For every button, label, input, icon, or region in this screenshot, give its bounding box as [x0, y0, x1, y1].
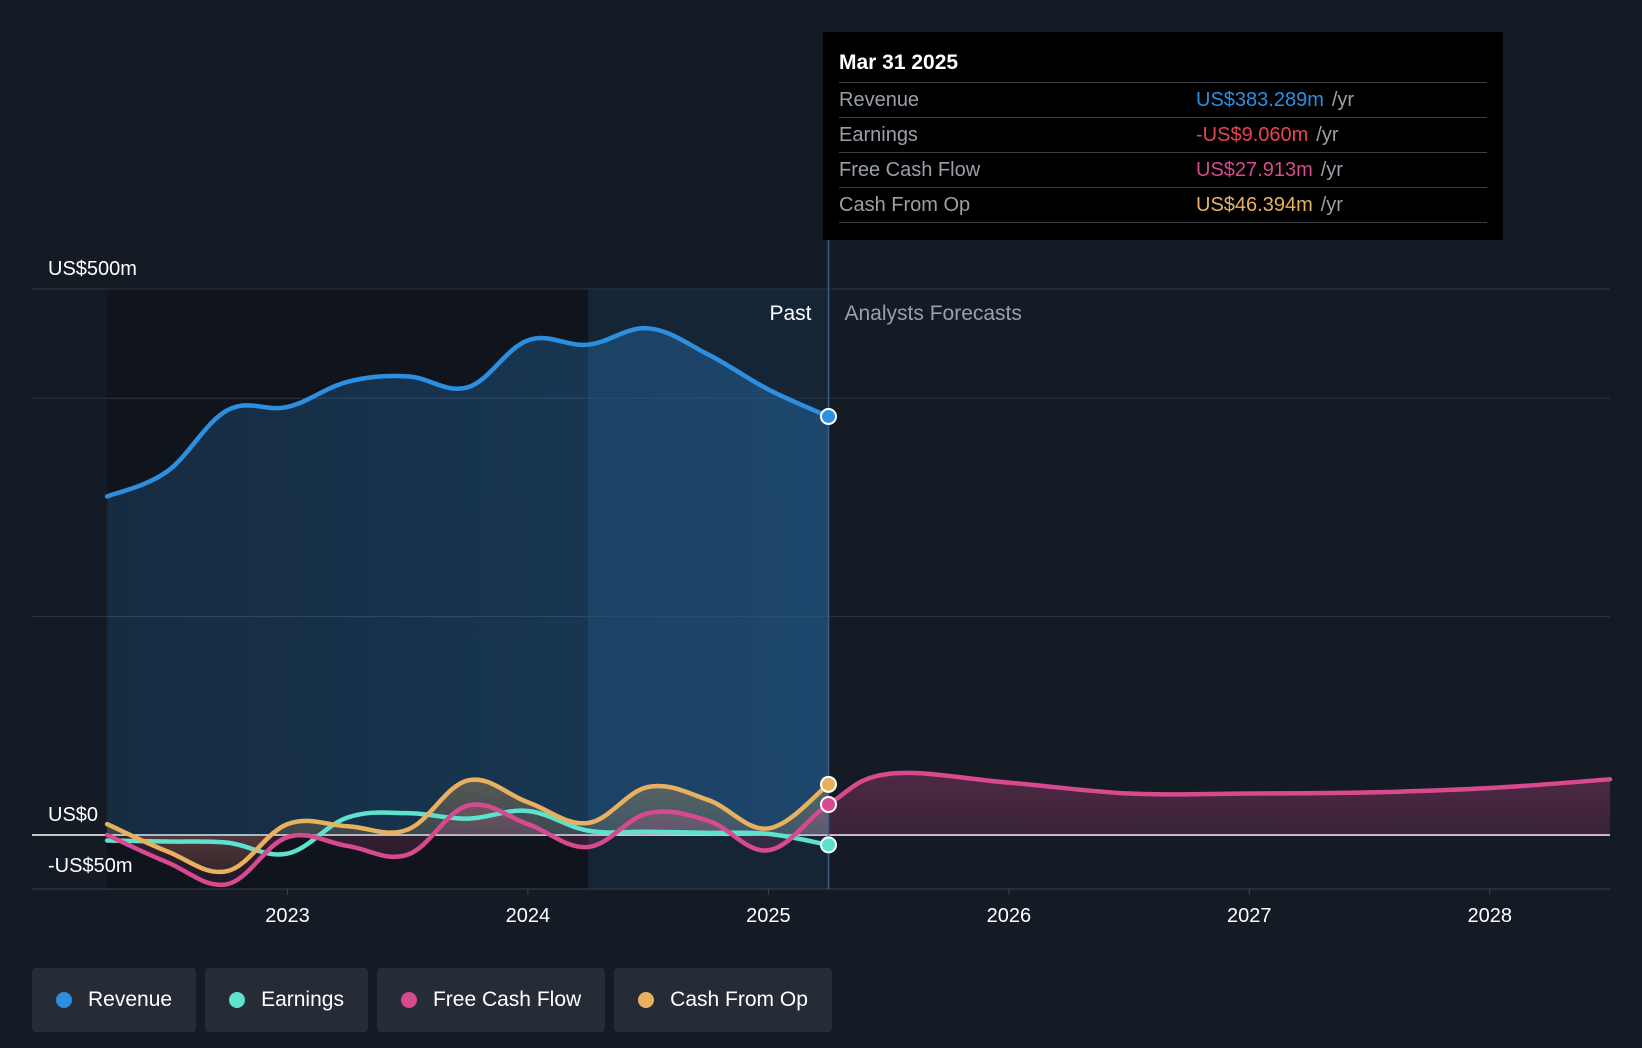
cash-from-op-area — [107, 779, 829, 872]
hover-markers — [820, 407, 837, 854]
tooltip-label: Earnings — [839, 124, 918, 146]
tooltip-date: Mar 31 2025 — [839, 51, 959, 74]
earnings-marker — [820, 836, 837, 854]
legend-label: Cash From Op — [670, 988, 808, 1011]
tooltip-unit: /yr — [1320, 194, 1343, 216]
tooltip-unit: /yr — [1316, 124, 1339, 146]
forecast-label: Analysts Forecasts — [845, 302, 1022, 325]
tooltip-row-revenue: Revenue US$383.289m /yr — [839, 82, 1487, 117]
x-tick-label: 2023 — [265, 905, 310, 927]
tooltip-row-cash-from-op: Cash From Op US$46.394m /yr — [839, 187, 1487, 223]
x-tick-label: 2024 — [506, 905, 551, 927]
legend-label: Earnings — [261, 988, 344, 1011]
legend-label: Free Cash Flow — [432, 988, 582, 1011]
legend: Revenue Earnings Free Cash Flow Cash Fro… — [32, 968, 832, 1032]
x-tick-label: 2027 — [1227, 905, 1272, 927]
past-label: Past — [769, 302, 811, 325]
cash-from-op-dot-icon — [638, 992, 655, 1008]
tooltip-row-earnings: Earnings -US$9.060m /yr — [839, 117, 1487, 152]
tooltip-value: US$27.913m — [1196, 159, 1313, 181]
tooltip-unit: /yr — [1320, 159, 1343, 181]
cash-from-op-line — [104, 777, 831, 875]
tooltip-value: US$46.394m — [1196, 194, 1313, 216]
tooltip-label: Free Cash Flow — [839, 159, 981, 181]
y-axis-labels: US$500m US$0 -US$50m — [48, 258, 137, 877]
earnings-line — [104, 808, 831, 857]
legend-item-free-cash-flow[interactable]: Free Cash Flow — [376, 968, 606, 1032]
free-cash-flow-marker — [820, 796, 837, 814]
legend-item-revenue[interactable]: Revenue — [32, 968, 197, 1032]
legend-item-earnings[interactable]: Earnings — [205, 968, 368, 1032]
x-tick-label: 2025 — [746, 905, 791, 927]
revenue-marker — [820, 407, 837, 425]
earnings-dot-icon — [229, 992, 246, 1008]
tooltip-row-free-cash-flow: Free Cash Flow US$27.913m /yr — [839, 152, 1487, 187]
legend-item-cash-from-op[interactable]: Cash From Op — [614, 968, 832, 1032]
tooltip-unit: /yr — [1331, 89, 1355, 111]
tooltip-label: Revenue — [839, 89, 920, 111]
free-cash-flow-dot-icon — [400, 992, 417, 1008]
x-tick-label: 2026 — [987, 905, 1032, 927]
x-axis-labels: 2023 2024 2025 2026 2027 2028 — [265, 889, 1512, 927]
legend-label: Revenue — [88, 988, 173, 1011]
revenue-dot-icon — [56, 992, 72, 1008]
revenue-area — [107, 328, 829, 835]
series-lines — [104, 326, 1613, 888]
y-tick-label: US$0 — [48, 804, 98, 826]
free-cash-flow-area — [107, 772, 1611, 885]
tooltip: Mar 31 2025 Revenue US$383.289m /yr Earn… — [823, 32, 1503, 240]
x-tick-label: 2028 — [1468, 905, 1513, 927]
cash-from-op-marker — [820, 775, 837, 793]
tooltip-label: Cash From Op — [839, 194, 971, 216]
tooltip-value: -US$9.060m — [1196, 124, 1309, 146]
y-tick-label: -US$50m — [48, 855, 132, 877]
y-tick-label: US$500m — [48, 258, 137, 280]
tooltip-value: US$383.289m — [1196, 89, 1324, 111]
series-areas — [107, 328, 1611, 885]
revenue-line — [104, 326, 831, 499]
free-cash-flow-line — [104, 770, 1613, 888]
